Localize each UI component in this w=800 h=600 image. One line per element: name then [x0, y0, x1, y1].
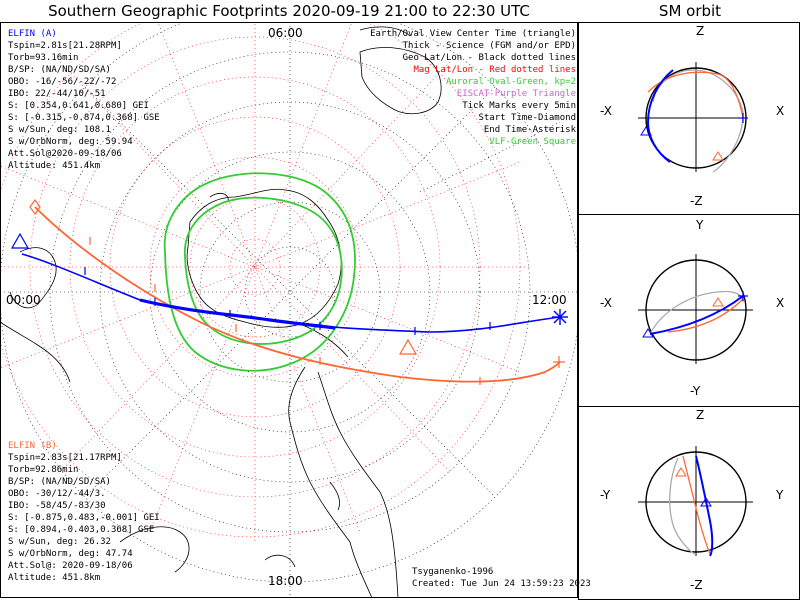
elfin-a-info-line: S w/Sun, deg: 108.1 [8, 125, 111, 135]
elfin-b-start-diamond [29, 198, 41, 216]
legend-entry: EISCAT-Purple Triangle [456, 89, 576, 99]
elfin-b-info-line: Torb=92.86min [8, 465, 79, 475]
elfin-b-info-line: Att.Sol@: 2020-09-18/06 [8, 561, 133, 571]
sm-panel-xz-plot [638, 62, 748, 173]
track-ticks [84, 267, 491, 335]
elfin-b-info-line: B/SP: (NA/ND/SD/SA) [8, 477, 111, 487]
sm-panel-yz-plot [638, 446, 753, 557]
mlt-label-left: 00:00 [6, 293, 41, 307]
auroral-oval [163, 172, 356, 372]
elfin-a-info-line: B/SP: (NA/ND/SD/SA) [8, 65, 111, 75]
legend-entry: End Time-Asterisk [483, 125, 576, 135]
legend-entry: Start Time-Diamond [478, 113, 576, 123]
legend-entry: Geo Lat/Lon - Black dotted lines [402, 53, 576, 63]
elfin-a-info-line: IBO: 22/-44/10/-51 [8, 89, 106, 99]
elfin-a-info-line: S: [-0.315,-0.874,0.368] GSE [8, 113, 160, 123]
legend: Earth/Oval View Center Time (triangle) Th… [370, 28, 576, 148]
elfin-a-lines: Tspin=2.81s[21.28RPM] Torb=93.16min B/SP: … [8, 40, 160, 172]
elfin-a-info-line: Altitude: 451.4km [8, 161, 101, 171]
legend-entry: Earth/Oval View Center Time (triangle) [370, 29, 576, 39]
elfin-a-info: ELFIN (A) Tspin=2.81s[21.28RPM] Torb=93.1… [8, 28, 160, 172]
sm-orbit-title: SM orbit [658, 2, 722, 20]
elfin-b-name: ELFIN (B) [8, 441, 57, 451]
sm-xz-top: Z [696, 24, 705, 38]
map-frame [0, 22, 578, 598]
sm-yz-left: -Y [600, 488, 611, 502]
legend-entry: Thick - Science (FGM and/or EPD) [402, 41, 576, 51]
mlt-label-right: 12:00 [532, 293, 567, 307]
elfin-a-info-line: Att.Sol@2020-09-18/06 [8, 149, 122, 159]
sm-xy-right: X [776, 296, 785, 310]
elfin-a-end-asterisk [552, 309, 568, 325]
sm-xz-bottom: -Z [690, 194, 703, 208]
sm-xz-left: -X [600, 104, 612, 118]
elfin-b-info: ELFIN (B) Tspin=2.83s[21.17RPM] Torb=92.8… [8, 440, 160, 584]
legend-entry: Auroral Oval-Green, kp=2 [445, 77, 576, 87]
sm-xy-top: Y [696, 218, 704, 232]
elfin-a-info-line: Tspin=2.81s[21.28RPM] [8, 41, 122, 51]
legend-entry: Mag Lat/Lon - Red dotted lines [413, 65, 576, 75]
sm-panel-xy-plot [638, 254, 753, 364]
sm-yz-top: Z [696, 408, 705, 422]
mag-grid [1, 23, 530, 542]
elfin-b-info-line: S: [0.894,-0.403,0.368] GSE [8, 525, 155, 535]
elfin-b-lines: Tspin=2.83s[21.17RPM] Torb=92.86min B/SP: … [8, 452, 160, 584]
mlt-label-bottom: 18:00 [268, 574, 303, 588]
elfin-b-info-line: Altitude: 451.8km [8, 573, 101, 583]
sm-orbit-plots [638, 62, 753, 557]
sm-yz-bottom: -Z [690, 578, 703, 592]
elfin-a-info-line: S w/OrbNorm, deg: 59.94 [8, 137, 133, 147]
elfin-a-track [21, 253, 561, 333]
footprint-map [1, 23, 577, 597]
model-label: Tsyganenko-1996 [412, 567, 494, 577]
coastlines [1, 26, 442, 597]
elfin-a-science-segment [139, 298, 336, 330]
elfin-b-info-line: IBO: -58/45/-83/30 [8, 501, 106, 511]
legend-entry: VLF-Green Square [489, 137, 576, 147]
created-label: Created: Tue Jun 24 13:59:23 2023 [412, 579, 591, 589]
elfin-b-info-line: S w/OrbNorm, deg: 47.74 [8, 549, 133, 559]
mlt-label-top: 06:00 [268, 26, 303, 40]
elfin-a-info-line: S: [0.354,0.641,0.680] GEI [8, 101, 149, 111]
elfin-a-view-center-triangle [10, 232, 30, 249]
elfin-b-track [34, 206, 561, 383]
sm-yz-right: Y [776, 488, 784, 502]
elfin-b-ticks [89, 237, 481, 385]
sm-xz-right: X [776, 104, 785, 118]
sm-xy-bottom: -Y [690, 384, 701, 398]
elfin-b-info-line: OBO: -30/12/-44/3. [8, 489, 106, 499]
elfin-b-info-line: Tspin=2.83s[21.17RPM] [8, 453, 122, 463]
elfin-b-view-center-triangle [398, 338, 418, 355]
elfin-b-info-line: S: [-0.875,0.483,-0.001] GEI [8, 513, 160, 523]
map-title: Southern Geographic Footprints 2020-09-1… [48, 2, 530, 20]
elfin-b-end-asterisk [553, 356, 565, 368]
legend-entry: Tick Marks every 5min [462, 101, 576, 111]
sm-xy-left: -X [600, 296, 612, 310]
elfin-b-info-line: S w/Sun, deg: 26.32 [8, 537, 111, 547]
geo-grid [1, 23, 577, 597]
elfin-a-info-line: Torb=93.16min [8, 53, 79, 63]
elfin-a-info-line: OBO: -16/-56/-22/-72 [8, 77, 117, 87]
elfin-a-name: ELFIN (A) [8, 29, 57, 39]
